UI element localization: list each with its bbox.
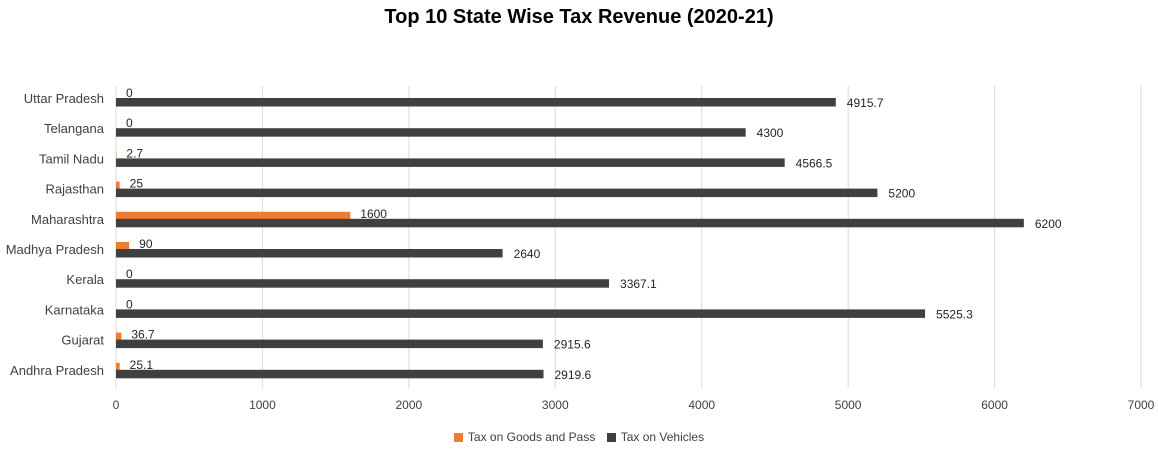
data-label-vehicles: 3367.1 [620,277,657,291]
data-label-vehicles: 4300 [757,126,784,140]
legend-label-goods: Tax on Goods and Pass [467,430,596,444]
category-label: Maharashtra [31,212,105,227]
data-label-vehicles: 4915.7 [847,96,884,110]
bar-vehicles [116,218,1024,228]
legend-swatch-vehicles [606,432,616,442]
bar-vehicles [116,188,878,198]
bar-vehicles [116,158,785,167]
x-tick-label: 4000 [688,398,715,412]
data-label-vehicles: 2915.6 [554,338,591,352]
category-label: Kerala [66,272,104,287]
bar-goods [116,181,120,191]
legend-item-vehicles: Tax on Vehicles [606,430,705,444]
bar-goods [116,242,130,251]
data-label-goods: 0 [126,267,133,281]
data-label-goods: 1600 [360,207,387,221]
data-label-goods: 0 [126,116,133,130]
category-label: Karnataka [45,302,105,317]
x-tick-label: 1000 [249,398,276,412]
data-label-vehicles: 5525.3 [936,307,973,321]
data-label-goods: 25 [130,177,144,191]
bar-vehicles [116,98,836,107]
chart-title: Top 10 State Wise Tax Revenue (2020-21) [384,6,774,28]
bar-vehicles [116,369,544,379]
bar-goods [116,211,351,221]
data-label-vehicles: 6200 [1035,217,1062,231]
legend-label-vehicles: Tax on Vehicles [620,430,705,444]
bar-vehicles [116,128,746,137]
bar-vehicles [116,249,503,258]
legend: Tax on Goods and Pass Tax on Vehicles [0,430,1158,445]
bar-chart: 0 4915.7 0 4300 2.7 4566.5 25 5200 1600 6200 90 264… [6,86,1155,412]
data-label-goods: 36.7 [131,328,155,342]
data-label-vehicles: 5200 [888,187,915,201]
x-tick-label: 6000 [981,398,1008,412]
x-tick-label: 0 [113,398,120,412]
category-label: Gujarat [61,333,104,348]
category-label: Telangana [44,121,105,136]
data-labels: 0 4915.7 0 4300 2.7 4566.5 25 5200 1600 6200 90 264… [126,86,1062,382]
data-label-goods: 90 [139,237,153,251]
bar-vehicles [116,309,926,318]
bars [116,98,1024,379]
category-label: Tamil Nadu [39,151,104,166]
category-label: Andhra Pradesh [10,363,104,378]
gridlines [115,86,1142,388]
data-label-vehicles: 2640 [514,247,541,261]
x-tick-label: 5000 [835,398,862,412]
data-label-goods: 0 [126,297,133,311]
bar-goods [116,362,120,372]
data-label-goods: 2.7 [126,146,143,160]
category-label: Uttar Pradesh [24,91,104,106]
data-label-goods: 0 [126,86,133,100]
data-label-vehicles: 2919.6 [555,368,592,382]
category-labels: Uttar Pradesh Telangana Tamil Nadu Rajastha… [6,91,105,378]
category-label: Madhya Pradesh [6,242,104,257]
x-tick-label: 7000 [1128,398,1155,412]
x-tick-label: 2000 [396,398,423,412]
category-label: Rajasthan [45,182,104,197]
legend-swatch-goods [453,432,463,442]
x-tick-labels: 0 1000 2000 3000 4000 5000 6000 7000 [113,398,1155,412]
bar-vehicles [116,279,610,288]
bar-vehicles [116,339,543,349]
data-label-goods: 25.1 [130,358,154,372]
bar-goods [116,332,122,342]
legend-item-goods: Tax on Goods and Pass [453,430,596,444]
x-tick-label: 3000 [542,398,569,412]
data-label-vehicles: 4566.5 [796,156,833,170]
